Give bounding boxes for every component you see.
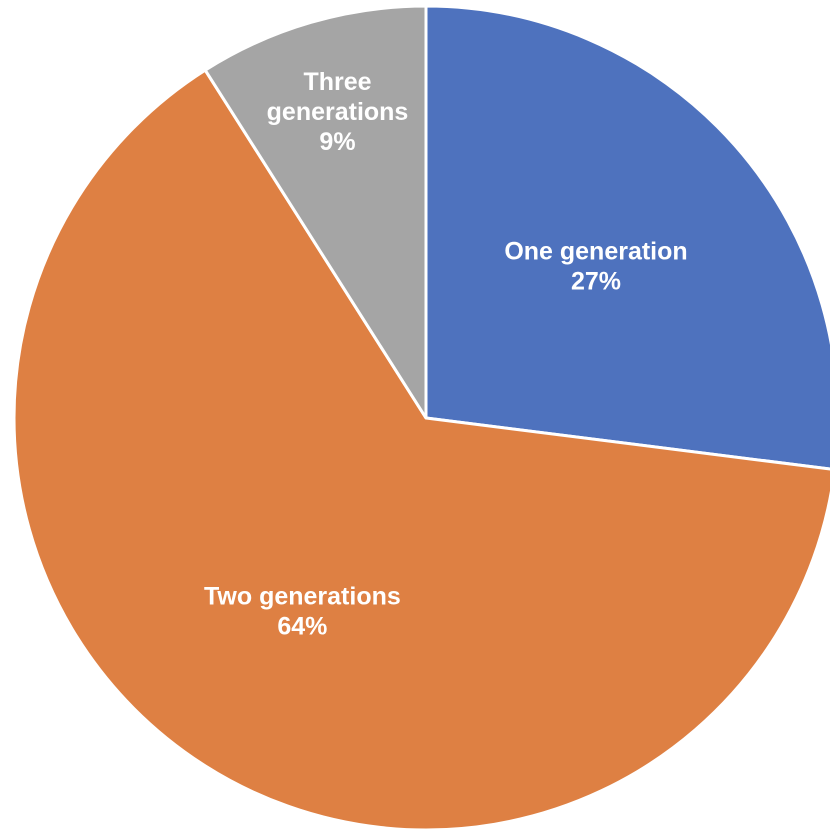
slice-label-text: Two generations xyxy=(204,582,401,610)
slice-percent-text: 9% xyxy=(319,128,355,156)
slice-label-text: Three xyxy=(303,68,371,96)
pie-slice-2 xyxy=(203,4,428,420)
slice-label-text: generations xyxy=(267,98,409,126)
pie-slice-1 xyxy=(12,68,830,829)
slice-label-text: One generation xyxy=(504,238,687,266)
slice-data-label-1: Two generations 64% xyxy=(204,582,401,640)
slice-data-label-2: Three generations 9% xyxy=(267,68,409,156)
pie-slices xyxy=(12,4,830,829)
slice-data-label-0: One generation 27% xyxy=(504,238,687,296)
pie-data-labels: One generation 27% Two generations 64% Three… xyxy=(204,68,688,640)
slice-percent-text: 27% xyxy=(571,268,621,296)
slice-percent-text: 64% xyxy=(277,612,327,640)
pie-slice-0 xyxy=(424,4,830,471)
